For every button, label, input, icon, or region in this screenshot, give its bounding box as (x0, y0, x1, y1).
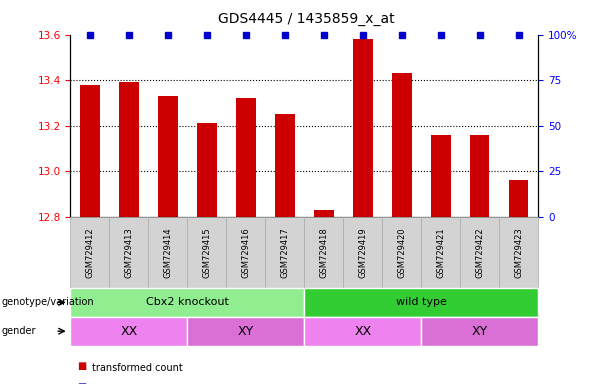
Text: GSM729418: GSM729418 (319, 227, 329, 278)
Text: ■: ■ (77, 382, 86, 384)
Text: GSM729423: GSM729423 (514, 227, 524, 278)
Bar (392, 73, 411, 217)
Bar (158, 96, 178, 217)
Bar (431, 135, 451, 217)
Bar (275, 114, 295, 217)
Bar (119, 83, 139, 217)
Text: GSM729413: GSM729413 (124, 227, 134, 278)
Text: genotype/variation: genotype/variation (2, 297, 94, 308)
Text: XX: XX (120, 325, 137, 338)
Bar (470, 135, 490, 217)
Text: GSM729419: GSM729419 (359, 227, 367, 278)
Text: GSM729422: GSM729422 (475, 227, 484, 278)
Bar (353, 39, 373, 217)
Text: XX: XX (354, 325, 371, 338)
Bar (314, 210, 333, 217)
Text: GSM729420: GSM729420 (397, 227, 406, 278)
Bar (80, 85, 100, 217)
Text: GSM729421: GSM729421 (436, 227, 445, 278)
Text: XY: XY (471, 325, 488, 338)
Text: wild type: wild type (396, 297, 447, 308)
Bar (236, 98, 256, 217)
Bar (197, 124, 216, 217)
Text: GSM729414: GSM729414 (164, 227, 172, 278)
Text: GSM729415: GSM729415 (202, 227, 211, 278)
Text: XY: XY (238, 325, 254, 338)
Text: GSM729417: GSM729417 (280, 227, 289, 278)
Text: GSM729412: GSM729412 (85, 227, 94, 278)
Bar (509, 180, 528, 217)
Text: GSM729416: GSM729416 (242, 227, 250, 278)
Text: GDS4445 / 1435859_x_at: GDS4445 / 1435859_x_at (218, 12, 395, 25)
Text: transformed count: transformed count (92, 363, 183, 373)
Text: ■: ■ (77, 361, 86, 371)
Text: Cbx2 knockout: Cbx2 knockout (146, 297, 229, 308)
Text: gender: gender (2, 326, 36, 336)
